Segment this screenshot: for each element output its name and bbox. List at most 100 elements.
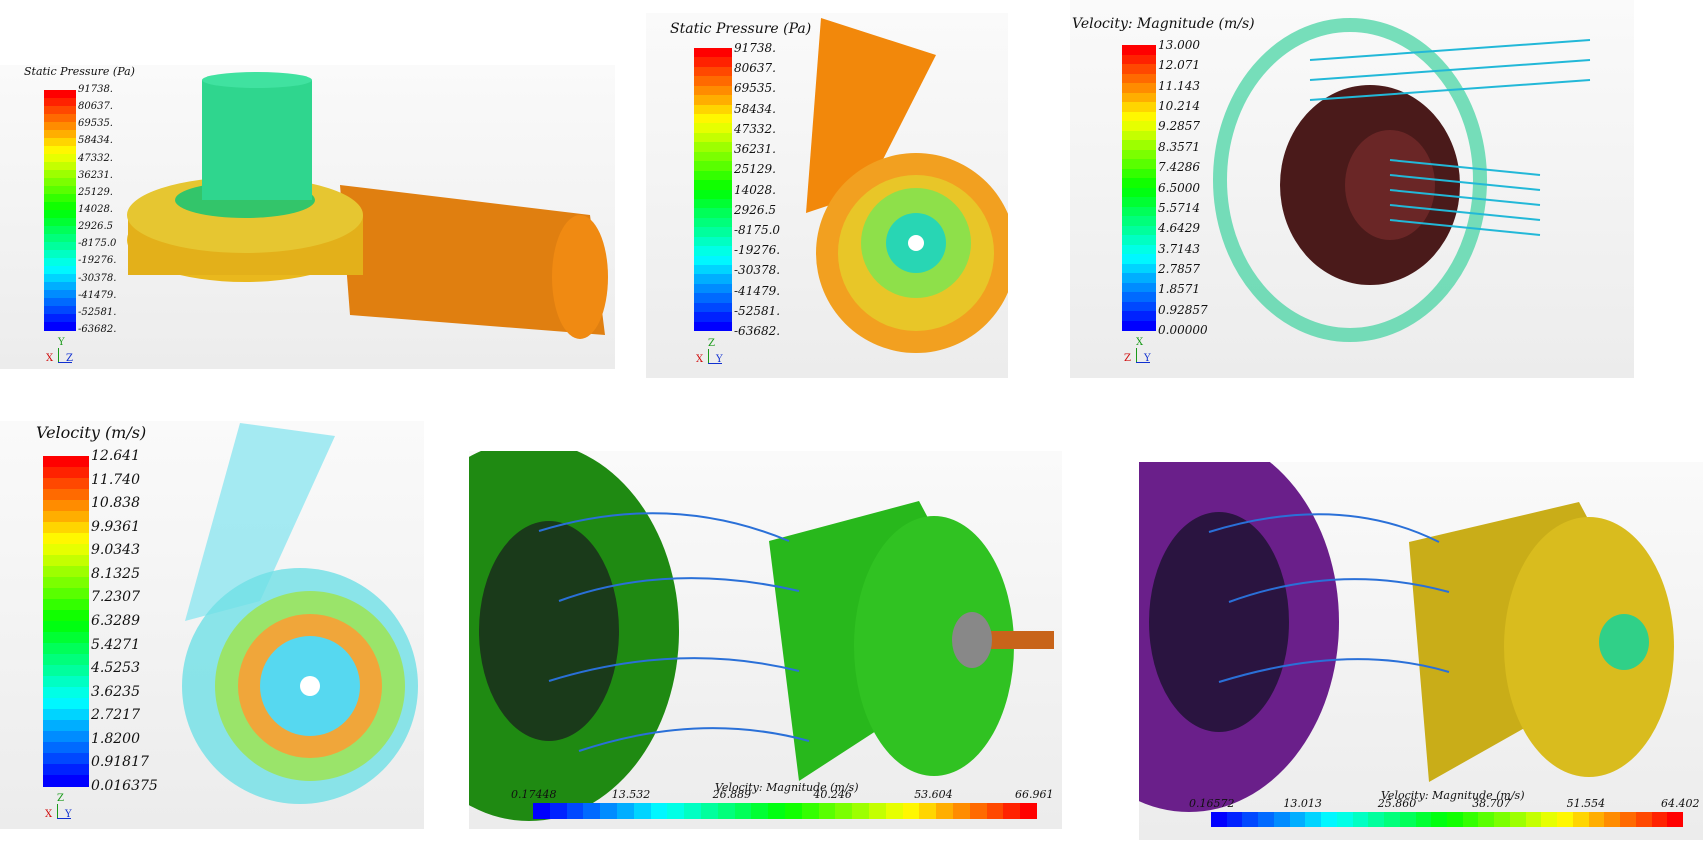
- color-band: [1415, 812, 1432, 827]
- color-band: [1289, 812, 1306, 827]
- color-band: [902, 803, 920, 819]
- color-band: [44, 138, 76, 147]
- color-band: [1122, 121, 1156, 131]
- color-band: [1122, 206, 1156, 217]
- legend-label: 47332.: [734, 121, 776, 136]
- legend-label: 58434.: [734, 101, 776, 116]
- color-band: [1541, 812, 1558, 827]
- color-band: [751, 803, 769, 819]
- legend-label: 8.1325: [91, 565, 140, 582]
- mesh-geometry: [469, 451, 1054, 821]
- color-band: [1122, 254, 1156, 264]
- color-band: [44, 122, 76, 131]
- legend-label: 2.7217: [91, 707, 140, 724]
- streamlines-outer: [1213, 18, 1487, 342]
- legend-label: -52581.: [734, 303, 781, 318]
- color-band: [694, 132, 732, 143]
- color-band: [1122, 311, 1156, 321]
- impeller-opening: [479, 521, 619, 741]
- color-band: [43, 489, 89, 501]
- legend-label: 12.641: [91, 448, 140, 464]
- color-band: [694, 312, 732, 323]
- color-band: [694, 142, 732, 153]
- color-band: [1122, 235, 1156, 245]
- legend-label: 13.000: [1158, 38, 1200, 52]
- color-band: [1226, 812, 1243, 827]
- legend-label: 58434.: [78, 135, 113, 147]
- legend-label: -41479.: [78, 289, 117, 301]
- color-band: [694, 161, 732, 172]
- color-band: [1122, 111, 1156, 122]
- axis-line: [1136, 362, 1150, 363]
- color-band: [1399, 812, 1417, 827]
- color-band: [1122, 178, 1156, 188]
- color-band: [694, 255, 732, 266]
- volute-outlet: [806, 18, 936, 213]
- color-band: [43, 687, 89, 699]
- hub: [908, 235, 924, 251]
- color-band: [667, 803, 685, 819]
- pump-geometry: [127, 72, 608, 339]
- vector-geometry: [182, 423, 418, 804]
- color-band: [44, 178, 76, 187]
- legend-label: 25129.: [78, 186, 113, 198]
- color-band: [43, 555, 89, 567]
- color-band: [43, 742, 89, 754]
- streamlines: [1208, 513, 1450, 683]
- color-band: [1557, 812, 1574, 827]
- legend-label: -52581.: [78, 306, 117, 318]
- color-band: [44, 186, 76, 195]
- legend-label: 6.3289: [91, 613, 140, 629]
- color-band: [1122, 282, 1156, 293]
- color-band: [694, 208, 732, 219]
- axis-label: Z: [66, 353, 73, 364]
- color-band: [650, 803, 668, 819]
- color-band: [1122, 225, 1156, 236]
- color-band: [43, 577, 89, 589]
- color-band: [1258, 812, 1275, 827]
- outlet-pipe: [340, 185, 605, 335]
- panel-pressure-3d: Static Pressure (Pa) 91738. 80637. 69535. 58…: [0, 65, 615, 369]
- color-band: [885, 803, 904, 819]
- color-band: [1122, 130, 1156, 141]
- legend-label: 0.91817: [91, 754, 149, 771]
- color-band: [785, 803, 803, 819]
- color-band: [694, 151, 732, 162]
- color-band: [953, 803, 971, 819]
- legend-label: -8175.0: [78, 238, 117, 250]
- legend-label: 0.016375: [91, 778, 158, 794]
- legend-label: 12.071: [1158, 58, 1200, 73]
- color-band: [44, 98, 76, 107]
- color-band: [801, 803, 820, 819]
- inlet-pipe: [202, 80, 312, 200]
- color-band: [768, 803, 786, 819]
- color-band: [43, 533, 89, 545]
- mesh-geometry: [1139, 462, 1674, 812]
- color-band: [43, 753, 89, 765]
- color-band: [1336, 812, 1354, 827]
- axis-line: [57, 818, 71, 819]
- color-band: [835, 803, 853, 819]
- legend-label: 2926.5: [78, 221, 113, 233]
- color-band: [1478, 812, 1495, 827]
- color-band: [1122, 263, 1156, 274]
- color-band: [1211, 812, 1228, 827]
- color-band: [1122, 320, 1156, 331]
- panel-mesh-green: Velocity: Magnitude (m/s) 0.17448 13.532 26…: [469, 451, 1062, 829]
- color-band: [694, 85, 732, 96]
- color-band: [986, 803, 1004, 819]
- color-band: [1242, 812, 1259, 827]
- color-band: [1122, 83, 1156, 93]
- color-band: [583, 803, 601, 819]
- color-band: [43, 467, 89, 479]
- color-band: [694, 217, 732, 228]
- legend-title: Velocity: Magnitude (m/s): [715, 781, 859, 794]
- hub: [300, 676, 320, 696]
- legend-label: 11.143: [1158, 78, 1200, 93]
- legend-label: 69535.: [734, 81, 776, 96]
- legend-label: 91738.: [734, 41, 776, 55]
- color-band: [694, 321, 732, 332]
- legend-label: 7.2307: [91, 589, 140, 606]
- legend-label: 0.00000: [1158, 323, 1208, 337]
- legend-label: 26.889: [712, 788, 752, 801]
